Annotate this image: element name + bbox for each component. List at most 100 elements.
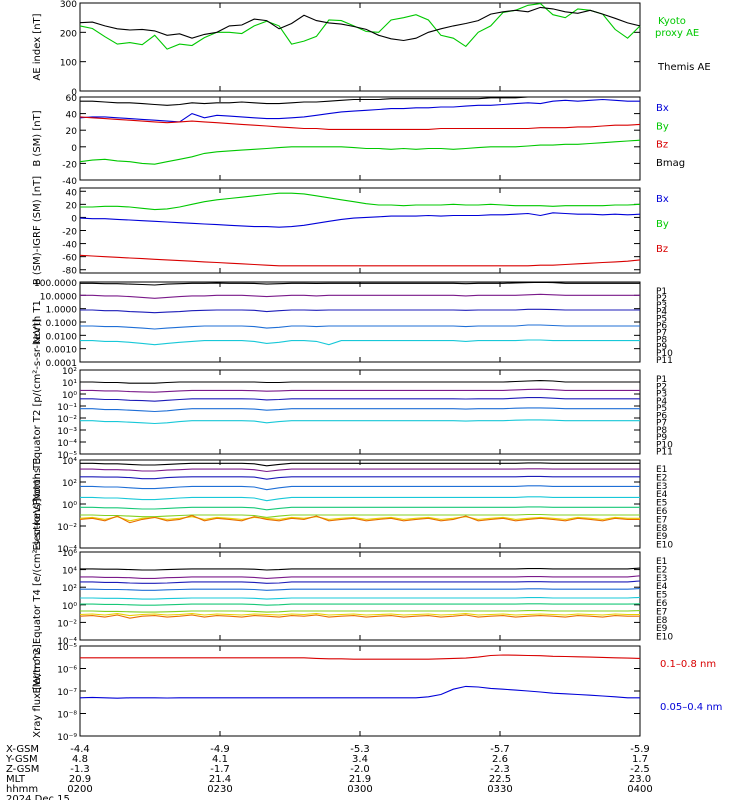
series-line-E7 [80, 513, 640, 518]
legend-label: E7 [656, 515, 667, 525]
series-line-E1 [80, 567, 641, 571]
ytick-label: 60 [66, 94, 78, 104]
ylabel-8: Xray flux [W/m^2] [32, 644, 43, 738]
ytick-label: 200 [60, 29, 77, 39]
series-line-E3 [80, 580, 641, 584]
legend-label: P11 [656, 356, 673, 366]
ytick-label: 10⁻¹ [57, 403, 77, 413]
ytick-label: 0.0100 [46, 332, 78, 342]
series-line-E1 [80, 462, 640, 467]
xaxis-value: 21.4 [209, 774, 231, 785]
series-line-P2 [80, 293, 640, 299]
xaxis-row-label: X-GSM [6, 744, 39, 755]
legend-label: E1 [656, 557, 667, 567]
xaxis-row-label: MLT [6, 774, 26, 785]
xaxis-value: -2.5 [630, 764, 650, 775]
ytick-label: 10⁻² [57, 415, 77, 425]
series-line-E7 [80, 610, 641, 613]
panel-frame-1 [79, 2, 641, 92]
series-line-P1 [80, 380, 640, 384]
legend-label: Themis AE [657, 62, 711, 73]
ytick-label: 0.0001 [46, 359, 78, 369]
ytick-label: 10⁻³ [57, 427, 77, 437]
xaxis-value: -4.9 [210, 744, 230, 755]
legend-label: P8 [656, 426, 667, 436]
legend-label: Bx [656, 103, 669, 114]
series-line-Bz [79, 116, 641, 130]
legend-label: Bz [656, 140, 668, 151]
series-line-By [80, 192, 641, 211]
panel-frame-6 [79, 459, 641, 549]
legend-label: E7 [656, 607, 667, 617]
legend-label: P4 [656, 308, 667, 318]
series-line-E6 [80, 603, 641, 606]
ylabel-1: AE index [nT] [32, 13, 43, 80]
legend-label: P5 [656, 404, 667, 414]
series-line-P5 [80, 339, 640, 346]
ytick-label: 10⁴ [62, 457, 77, 467]
legend-label: E3 [656, 482, 667, 492]
ytick-label: 10⁶ [62, 549, 77, 559]
panel-frame-2 [79, 96, 641, 181]
ytick-label: -20 [62, 228, 77, 238]
xaxis-value: 1.7 [632, 754, 648, 765]
ylabel-5: Protons Equator T2 [p/(cm²-s-sr-keV)] [32, 319, 43, 506]
xaxis-value: -1.3 [70, 764, 90, 775]
legend-label: E5 [656, 499, 667, 509]
ytick-label: 0 [71, 144, 77, 154]
ytick-label: 40 [66, 111, 78, 121]
xaxis-value: -5.9 [630, 744, 650, 755]
ytick-label: -20 [62, 160, 77, 170]
legend-label: E2 [656, 473, 667, 483]
ylabel-7: Electrons Equator T4 [e/(cm²-s-sr-keV)] [32, 498, 43, 693]
xaxis-value: -2.0 [350, 764, 370, 775]
ytick-label: 10⁻⁴ [57, 439, 77, 449]
legend-label: P4 [656, 397, 667, 407]
legend-label: P1 [656, 375, 667, 385]
ytick-label: -40 [62, 241, 77, 251]
ytick-label: 10⁻⁴ [57, 637, 77, 647]
legend-label: P10 [656, 349, 673, 359]
series-line-E4 [80, 485, 640, 491]
ytick-label: 0.1000 [46, 319, 78, 329]
ytick-label: 20 [66, 127, 78, 137]
panel-frame-7 [79, 551, 641, 641]
xaxis-row-label: Z-GSM [6, 764, 39, 775]
ytick-label: 10⁻⁹ [57, 733, 77, 743]
series-line-Bx [79, 98, 640, 123]
xaxis-value: 3.4 [352, 754, 368, 765]
ytick-label: 0 [71, 214, 77, 224]
legend-label: P1 [656, 287, 667, 297]
legend-label: 0.1–0.8 nm [660, 659, 716, 670]
ytick-label: 10⁻⁵ [57, 643, 77, 653]
legend-label: E6 [656, 507, 668, 517]
ytick-label: 10² [62, 367, 77, 377]
series-line-E8 [79, 516, 640, 522]
legend-label: E9 [656, 624, 668, 634]
series-line-Themis-AE [79, 6, 641, 42]
ytick-label: 10⁻² [57, 619, 77, 629]
series-line-P5 [80, 419, 640, 425]
legend-label: P2 [656, 294, 667, 304]
legend-label: P3 [656, 390, 667, 400]
legend-label: E8 [656, 616, 668, 626]
ylabel-3: B (SM)-IGRF (SM) [nT] [32, 176, 43, 285]
legend-label: P9 [656, 433, 667, 443]
xaxis-value: 22.5 [489, 774, 511, 785]
ytick-label: 0 [71, 88, 77, 98]
legend-label: P8 [656, 335, 667, 345]
legend-label: E3 [656, 574, 667, 584]
series-line-By [79, 139, 641, 165]
ytick-label: 10⁻⁵ [57, 451, 77, 461]
legend-label: E10 [656, 633, 673, 643]
legend-label: P5 [656, 315, 667, 325]
legend-label: proxy AE [655, 28, 699, 39]
ytick-label: -60 [62, 254, 77, 264]
series-line-P3 [80, 397, 640, 402]
ylabel-2: B (SM) [nT] [32, 110, 43, 166]
legend-label: P10 [656, 440, 673, 450]
xaxis-value: -4.4 [70, 744, 90, 755]
legend-label: P7 [656, 419, 667, 429]
ytick-label: 10² [62, 584, 77, 594]
